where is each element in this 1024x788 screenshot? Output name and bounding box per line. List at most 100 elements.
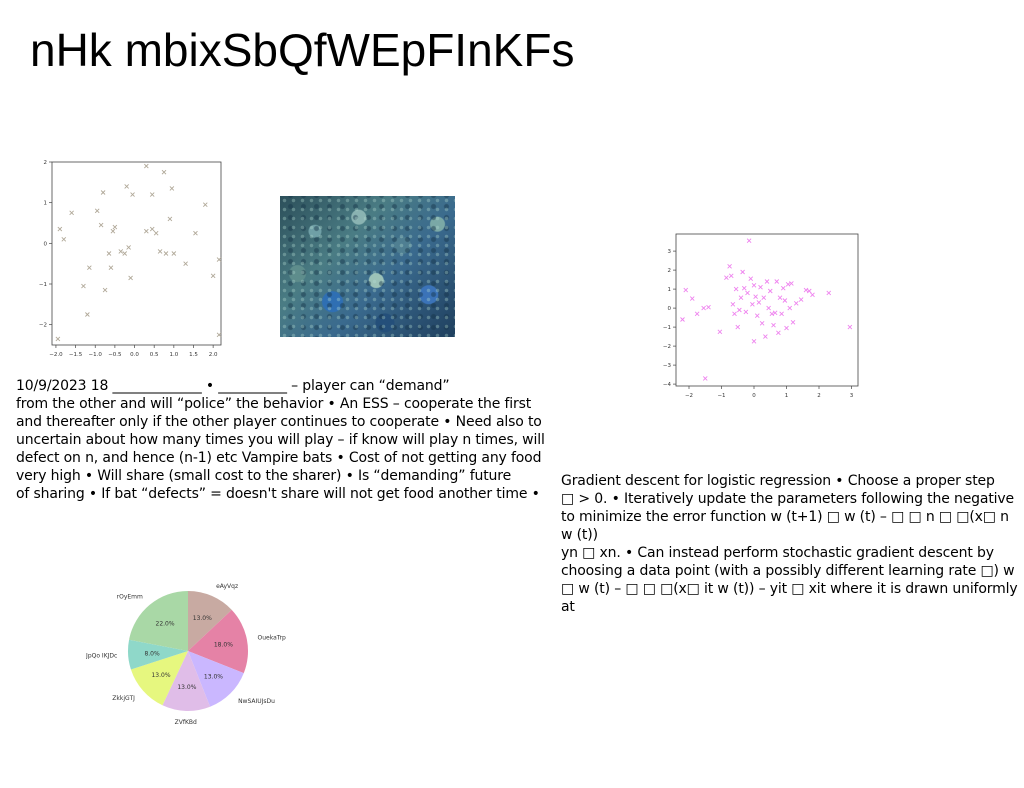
scatter-right-y-tick-label: 2 bbox=[668, 268, 672, 274]
scatter-right-y-tick-label: −1 bbox=[663, 325, 671, 331]
scatter-left-point bbox=[171, 251, 177, 256]
pie-slice-label: JpQo IKJDc bbox=[86, 652, 117, 659]
scatter-left-y-tick-label: −1 bbox=[39, 282, 47, 288]
scatter-left-x-tick-label: 1.5 bbox=[189, 352, 198, 358]
scatter-right-point bbox=[680, 317, 685, 322]
scatter-right-point bbox=[787, 305, 793, 311]
scatter-right-x-tick-label: −2 bbox=[685, 393, 693, 399]
pie-slice-label: OuekaTrp bbox=[258, 635, 287, 642]
scatter-left-point bbox=[144, 163, 149, 169]
scatter-left-point bbox=[210, 273, 216, 279]
scatter-right-point bbox=[763, 334, 768, 339]
scatter-left-point bbox=[55, 336, 61, 342]
scatter-right-point bbox=[803, 287, 809, 293]
scatter-left-point bbox=[87, 265, 92, 271]
scatter-right-y-tick-label: 0 bbox=[668, 306, 672, 312]
scatter-left-point bbox=[144, 228, 149, 234]
scatter-left-point bbox=[122, 251, 128, 256]
scatter-left-point bbox=[216, 332, 222, 338]
scatter-left-point bbox=[149, 226, 155, 232]
scatter-right-point bbox=[702, 376, 708, 381]
scatter-right-point bbox=[766, 305, 771, 311]
scatter-right-point bbox=[779, 311, 784, 317]
scatter-left-point bbox=[161, 169, 167, 175]
scatter-chart-right: −2 −1 0 1 2 3 −4 −3 −2 −1 0 1 2 3 bbox=[663, 233, 859, 399]
scatter-left-point bbox=[102, 287, 108, 293]
scatter-left-point bbox=[124, 184, 129, 189]
scatter-right-point bbox=[784, 325, 789, 331]
scatter-left-point bbox=[69, 210, 74, 216]
scatter-right-point bbox=[701, 305, 706, 311]
pie-slice bbox=[188, 651, 244, 707]
scatter-right-point bbox=[776, 330, 781, 336]
scatter-left-point bbox=[98, 222, 104, 228]
scatter-right-point bbox=[706, 304, 711, 310]
scatter-left-point bbox=[169, 186, 175, 191]
scatter-right-point bbox=[847, 324, 853, 330]
pie-slice bbox=[130, 651, 188, 706]
scatter-right-point bbox=[732, 311, 737, 317]
scatter-right-point bbox=[789, 281, 794, 286]
scatter-left-y-tick-label: 0 bbox=[44, 241, 48, 247]
scatter-right-point bbox=[771, 322, 776, 328]
scatter-left-x-tick-label: 0.5 bbox=[150, 352, 159, 358]
scatter-right-x-tick-label: 1 bbox=[785, 393, 789, 399]
scatter-left-y-tick-label: 2 bbox=[44, 160, 48, 166]
forest-photo bbox=[280, 196, 455, 337]
pie-slice bbox=[129, 591, 188, 651]
scatter-right-point bbox=[780, 285, 786, 291]
scatter-right-point bbox=[741, 285, 747, 291]
scatter-right-x-tick-label: −1 bbox=[717, 393, 725, 399]
scatter-left-y-tick-label: 1 bbox=[44, 201, 48, 207]
scatter-left-point bbox=[61, 236, 67, 242]
pie-slice bbox=[128, 639, 188, 670]
scatter-right-point bbox=[798, 297, 804, 302]
pie-slice-label: rOyEmm bbox=[117, 593, 143, 600]
scatter-right-point bbox=[740, 269, 745, 275]
scatter-right-axes-frame bbox=[675, 233, 859, 387]
scatter-left-x-tick-label: 0.0 bbox=[130, 352, 139, 358]
scatter-right-point bbox=[774, 279, 780, 284]
scatter-right-point bbox=[728, 273, 734, 279]
scatter-right-y-tick-label: 3 bbox=[668, 249, 672, 255]
scatter-right-y-tick-label: −4 bbox=[663, 382, 672, 388]
scatter-right-point bbox=[743, 309, 749, 315]
scatter-right-point bbox=[759, 320, 765, 326]
scatter-right-point bbox=[694, 311, 700, 317]
scatter-right-point bbox=[764, 279, 770, 284]
scatter-left-point bbox=[130, 192, 135, 197]
scatter-right-point bbox=[761, 295, 767, 300]
scatter-right-point bbox=[772, 310, 778, 316]
scatter-left-y-tick-label: −2 bbox=[39, 323, 47, 329]
scatter-right-x-tick-label: 2 bbox=[817, 393, 821, 399]
pie-slice-percent: 13.0% bbox=[151, 672, 170, 679]
scatter-left-point bbox=[128, 275, 133, 281]
pie-chart: 13.0% eAyVqz 18.0% OuekaTrp 13.0% NwSAIUJsDu 1… bbox=[86, 583, 287, 726]
scatter-right-x-tick-label: 3 bbox=[850, 393, 854, 399]
scatter-right-point bbox=[751, 339, 757, 344]
scatter-left-x-tick-label: −1.5 bbox=[69, 352, 83, 358]
scatter-left-point bbox=[193, 230, 198, 236]
scatter-right-point bbox=[793, 301, 799, 306]
scatter-right-point bbox=[806, 288, 812, 294]
scatter-right-y-tick-label: −2 bbox=[663, 344, 671, 350]
scatter-left-point bbox=[167, 216, 173, 222]
pie-slice bbox=[188, 591, 232, 651]
scatter-left-axes-frame bbox=[51, 161, 222, 346]
scatter-left-x-tick-label: 1.0 bbox=[169, 352, 178, 358]
scatter-right-point bbox=[717, 329, 723, 335]
scatter-right-point bbox=[756, 300, 762, 305]
scatter-right-point bbox=[727, 263, 732, 269]
paragraph-right: Gradient descent for logistic regression… bbox=[561, 473, 1018, 615]
pie-slice-label: NwSAIUJsDu bbox=[238, 698, 275, 705]
scatter-right-point bbox=[735, 324, 741, 330]
pie-slice-percent: 13.0% bbox=[193, 615, 212, 622]
scatter-right-point bbox=[777, 295, 783, 300]
scatter-right-point bbox=[683, 287, 689, 293]
scatter-right-point bbox=[782, 298, 788, 303]
scatter-left-point bbox=[57, 226, 63, 232]
pie-slice-label: eAyVqz bbox=[216, 583, 238, 590]
scatter-right-point bbox=[790, 320, 796, 325]
scatter-left-point bbox=[153, 230, 159, 236]
scatter-right-point bbox=[751, 282, 757, 288]
